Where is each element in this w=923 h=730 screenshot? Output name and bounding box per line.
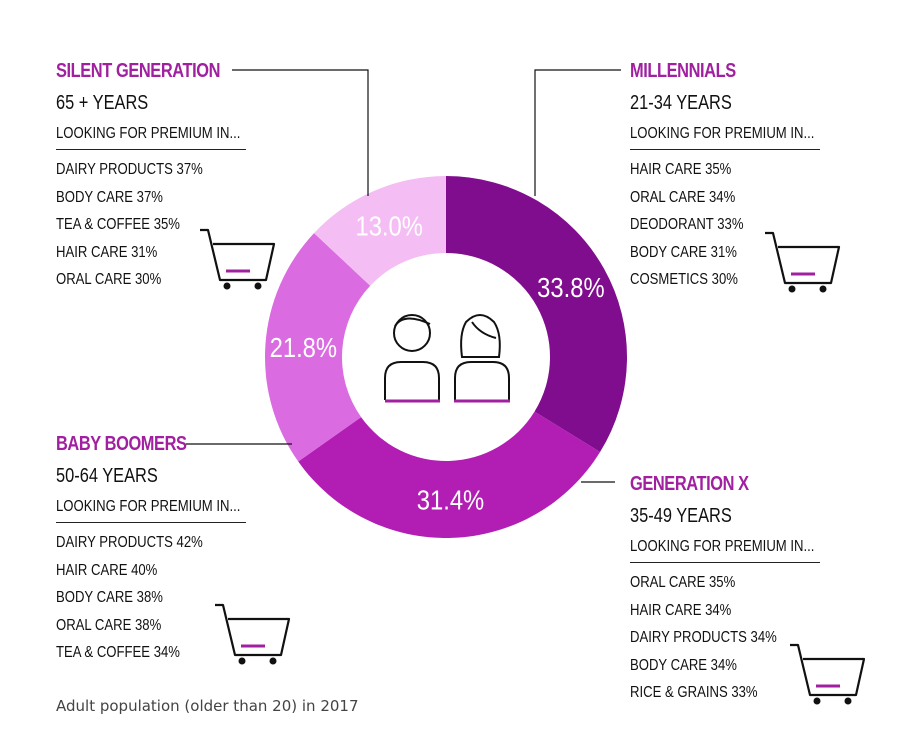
generation-x-title: GENERATION X [630,473,749,495]
silent-generation-age: 65 + YEARS [56,92,149,114]
silent-generation-panel: SILENT GENERATION 65 + YEARS LOOKING FOR… [56,59,281,294]
list-item: ORAL CARE 35% [630,574,736,591]
list-item: ORAL CARE 30% [56,271,162,288]
list-item: RICE & GRAINS 33% [630,684,758,701]
shopping-cart-icon [200,228,276,290]
millennials-title: MILLENNIALS [630,60,736,82]
silent-generation-title: SILENT GENERATION [56,60,221,82]
baby-boomers-intro: LOOKING FOR PREMIUM IN... [56,498,241,515]
list-item: HAIR CARE 34% [630,601,732,619]
leader-line-millennials [534,69,621,196]
generation-x-panel: GENERATION X 35-49 YEARS LOOKING FOR PRE… [630,472,855,707]
chart-caption: Adult population (older than 20) in 2017 [56,697,359,715]
millennials-intro: LOOKING FOR PREMIUM IN... [630,125,815,142]
shopping-cart-icon [215,603,291,665]
baby-boomers-panel: BABY BOOMERS 50-64 YEARS LOOKING FOR PRE… [56,432,281,667]
list-item: BODY CARE 31% [630,243,737,261]
donut-slice-silent-generation [314,176,446,286]
shopping-cart-icon [790,643,866,705]
donut-slice-baby-boomers [265,233,371,462]
list-item: HAIR CARE 40% [56,561,158,579]
donut-slice-generation-x [298,411,601,538]
baby-boomers-age: 50-64 YEARS [56,465,158,487]
baby-boomers-title: BABY BOOMERS [56,433,187,455]
divider [56,149,246,150]
list-item: HAIR CARE 35% [630,161,732,178]
divider [630,149,820,150]
data-label: 33.8% [537,271,604,303]
list-item: DAIRY PRODUCTS 42% [56,534,203,551]
list-item: TEA & COFFEE 35% [56,216,180,233]
man-icon [384,314,440,400]
generation-x-age: 35-49 YEARS [630,505,732,527]
millennials-panel: MILLENNIALS 21-34 YEARS LOOKING FOR PREM… [630,59,855,294]
leader-line-silent [232,69,369,196]
divider [630,562,820,563]
silent-generation-intro: LOOKING FOR PREMIUM IN... [56,125,241,142]
list-item: HAIR CARE 31% [56,243,158,261]
leader-lines [186,69,621,483]
donut-slices [265,176,628,538]
list-item: BODY CARE 37% [56,188,163,206]
data-label: 13.0% [355,210,422,242]
list-item: DAIRY PRODUCTS 34% [630,629,777,646]
generation-x-intro: LOOKING FOR PREMIUM IN... [630,538,815,555]
millennials-age: 21-34 YEARS [630,92,732,114]
list-item: ORAL CARE 34% [630,188,736,206]
list-item: DAIRY PRODUCTS 37% [56,161,203,178]
list-item: BODY CARE 34% [630,656,737,674]
data-label: 31.4% [417,484,484,516]
list-item: BODY CARE 38% [56,589,163,606]
donut-slice-millennials [446,176,628,453]
divider [56,522,246,523]
data-label: 21.8% [270,331,337,363]
list-item: ORAL CARE 38% [56,616,162,634]
shopping-cart-icon [765,231,841,293]
list-item: DEODORANT 33% [630,216,744,233]
woman-icon [454,314,510,400]
list-item: COSMETICS 30% [630,271,738,288]
donut-labels: 33.8% 31.4% 21.8% 13.0% [270,210,605,516]
list-item: TEA & COFFEE 34% [56,644,180,661]
